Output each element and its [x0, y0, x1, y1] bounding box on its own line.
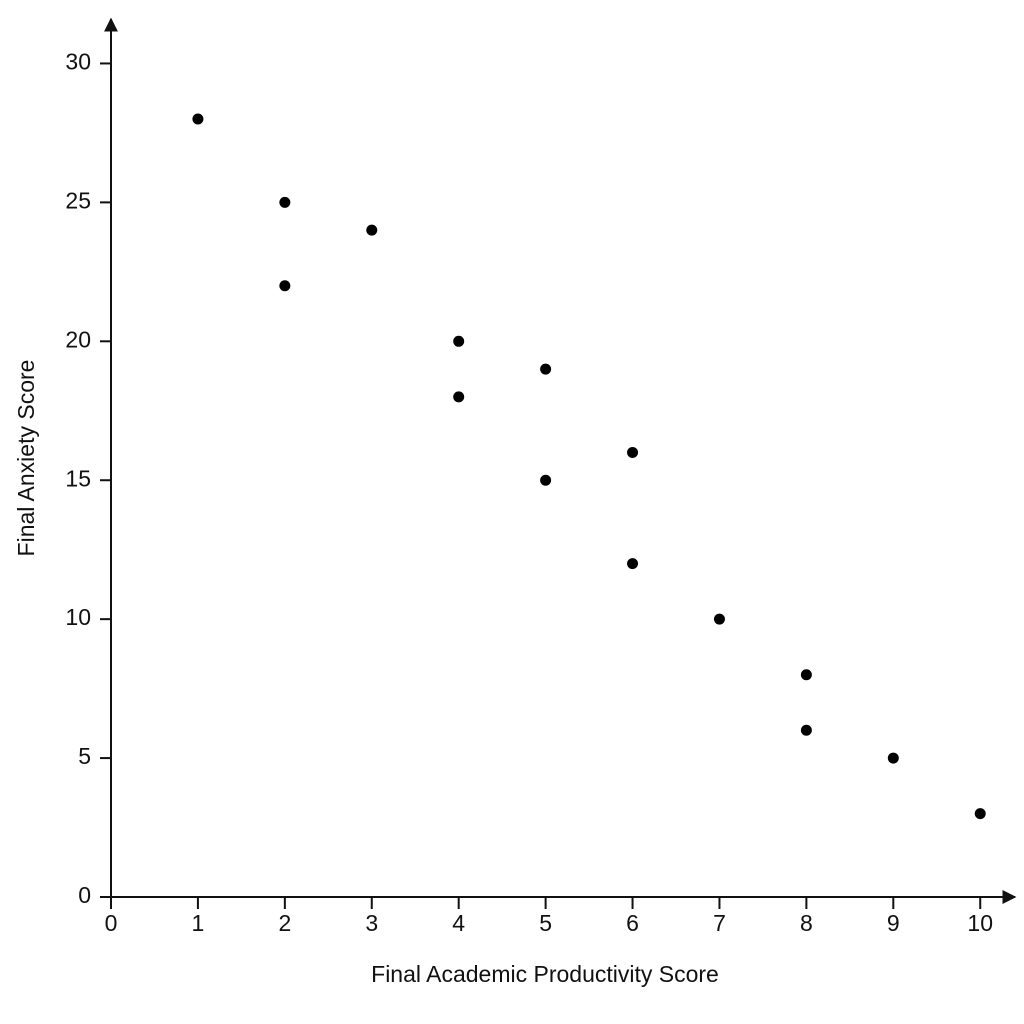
- x-tick-label: 4: [452, 910, 465, 936]
- x-tick-label: 9: [887, 910, 900, 936]
- point: [713, 613, 725, 625]
- x-tick-label: 10: [967, 910, 993, 936]
- x-tick-label: 1: [192, 910, 205, 936]
- x-axis-title: Final Academic Productivity Score: [371, 961, 719, 987]
- point: [800, 724, 812, 736]
- point: [540, 363, 552, 375]
- y-tick-label: 15: [65, 465, 91, 491]
- x-tick-label: 2: [278, 910, 291, 936]
- point: [279, 280, 291, 292]
- x-tick-label: 3: [365, 910, 378, 936]
- x-tick-label: 8: [800, 910, 813, 936]
- point: [453, 391, 465, 403]
- y-tick-label: 10: [65, 604, 91, 630]
- y-tick-label: 5: [78, 743, 91, 769]
- y-tick-label: 20: [65, 326, 91, 352]
- y-tick-label: 30: [65, 49, 91, 75]
- point: [887, 752, 899, 764]
- point: [279, 196, 291, 208]
- x-tick-label: 6: [626, 910, 639, 936]
- point: [366, 224, 378, 236]
- point: [974, 808, 986, 820]
- point: [627, 558, 639, 570]
- x-tick-label: 5: [539, 910, 552, 936]
- y-axis-title: Final Anxiety Score: [13, 360, 39, 557]
- y-tick-label: 0: [78, 882, 91, 908]
- point: [453, 335, 465, 347]
- x-tick-label: 0: [105, 910, 118, 936]
- point: [627, 446, 639, 458]
- point: [540, 474, 552, 486]
- point: [800, 669, 812, 681]
- x-tick-label: 7: [713, 910, 726, 936]
- point: [192, 113, 204, 125]
- y-tick-label: 25: [65, 187, 91, 213]
